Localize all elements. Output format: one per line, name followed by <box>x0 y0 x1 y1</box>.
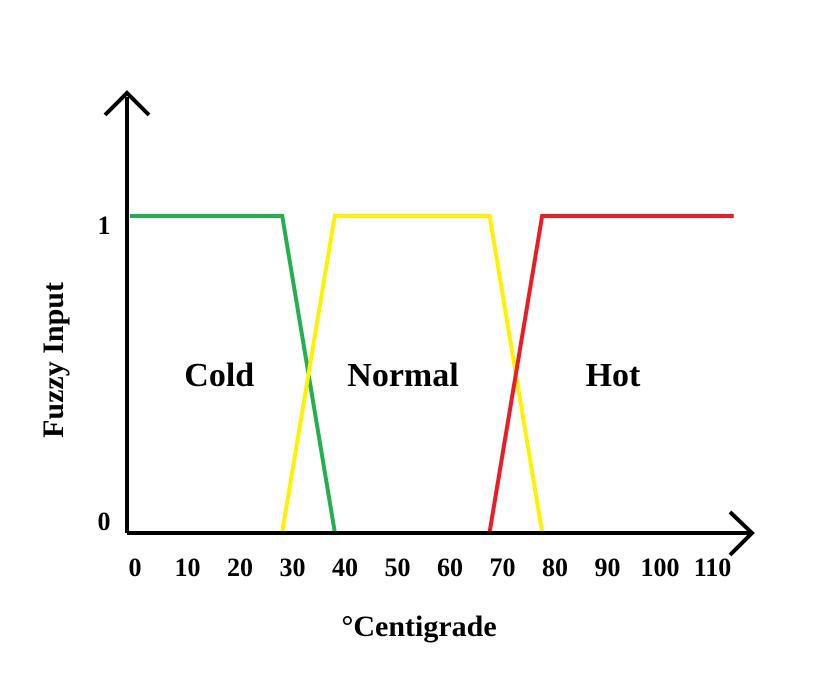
region-label-hot: Hot <box>586 357 641 394</box>
x-tick-label: 90 <box>595 553 621 582</box>
x-tick-label: 10 <box>175 553 201 582</box>
x-tick-label: 30 <box>280 553 306 582</box>
series-line-cold <box>130 214 337 533</box>
y-axis-title: Fuzzy Input <box>37 282 70 438</box>
x-tick-label: 100 <box>641 553 680 582</box>
x-tick-label: 80 <box>542 553 568 582</box>
x-tick-label: 110 <box>694 553 732 582</box>
x-tick-label: 20 <box>227 553 253 582</box>
x-axis-title: °Centigrade <box>341 610 496 643</box>
series-layer <box>130 214 734 533</box>
y-tick-label: 0 <box>98 507 111 536</box>
x-tick-label: 70 <box>490 553 516 582</box>
y-tick-label: 1 <box>98 211 111 240</box>
series-line-hot <box>487 214 734 533</box>
x-tick-labels: 0 10 20 30 40 50 60 70 80 90 100 110 <box>129 553 732 582</box>
x-tick-label: 50 <box>385 553 411 582</box>
y-axis-arrow-icon <box>103 90 151 117</box>
region-label-normal: Normal <box>347 357 458 394</box>
y-tick-labels: 01 <box>98 211 111 536</box>
x-tick-label: 60 <box>437 553 463 582</box>
x-tick-label: 40 <box>332 553 358 582</box>
x-tick-label: 0 <box>129 553 142 582</box>
region-label-cold: Cold <box>184 357 254 394</box>
x-axis-arrow-icon <box>728 510 755 557</box>
region-labels: Cold Normal Hot <box>184 357 641 394</box>
